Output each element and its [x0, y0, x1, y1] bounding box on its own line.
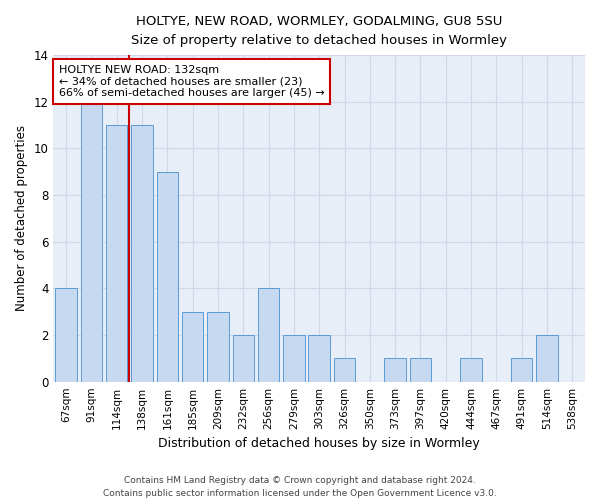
- Bar: [131, 125, 153, 382]
- Text: Contains HM Land Registry data © Crown copyright and database right 2024.
Contai: Contains HM Land Registry data © Crown c…: [103, 476, 497, 498]
- Bar: [334, 358, 355, 382]
- Text: HOLTYE NEW ROAD: 132sqm
← 34% of detached houses are smaller (23)
66% of semi-de: HOLTYE NEW ROAD: 132sqm ← 34% of detache…: [59, 65, 325, 98]
- Bar: [258, 288, 280, 382]
- Bar: [80, 102, 102, 382]
- Bar: [182, 312, 203, 382]
- Bar: [410, 358, 431, 382]
- X-axis label: Distribution of detached houses by size in Wormley: Distribution of detached houses by size …: [158, 437, 480, 450]
- Bar: [308, 335, 330, 382]
- Bar: [157, 172, 178, 382]
- Bar: [106, 125, 127, 382]
- Bar: [283, 335, 305, 382]
- Bar: [233, 335, 254, 382]
- Bar: [55, 288, 77, 382]
- Bar: [460, 358, 482, 382]
- Bar: [536, 335, 558, 382]
- Title: HOLTYE, NEW ROAD, WORMLEY, GODALMING, GU8 5SU
Size of property relative to detac: HOLTYE, NEW ROAD, WORMLEY, GODALMING, GU…: [131, 15, 507, 47]
- Y-axis label: Number of detached properties: Number of detached properties: [15, 126, 28, 312]
- Bar: [207, 312, 229, 382]
- Bar: [511, 358, 532, 382]
- Bar: [385, 358, 406, 382]
